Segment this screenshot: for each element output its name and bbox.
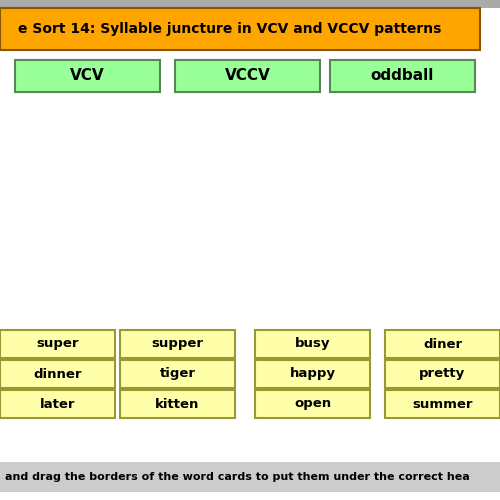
- Bar: [255, 330, 370, 358]
- Bar: [175, 60, 320, 92]
- Bar: [385, 390, 500, 418]
- Bar: [0, 462, 500, 492]
- Text: e Sort 14: Syllable juncture in VCV and VCCV patterns: e Sort 14: Syllable juncture in VCV and …: [18, 22, 442, 36]
- Text: supper: supper: [152, 338, 204, 350]
- Text: VCCV: VCCV: [224, 68, 270, 84]
- Text: pretty: pretty: [420, 368, 466, 380]
- Bar: [0, 360, 115, 388]
- Text: kitten: kitten: [156, 398, 200, 410]
- Text: busy: busy: [295, 338, 330, 350]
- Bar: [120, 360, 235, 388]
- Text: tiger: tiger: [160, 368, 196, 380]
- Text: open: open: [294, 398, 331, 410]
- Bar: [0, 390, 115, 418]
- Text: and drag the borders of the word cards to put them under the correct hea: and drag the borders of the word cards t…: [5, 472, 470, 482]
- Text: happy: happy: [290, 368, 336, 380]
- Bar: [255, 390, 370, 418]
- Bar: [385, 360, 500, 388]
- Bar: [120, 330, 235, 358]
- Text: VCV: VCV: [70, 68, 105, 84]
- Bar: [0, 0, 500, 8]
- Text: summer: summer: [412, 398, 473, 410]
- Text: diner: diner: [423, 338, 462, 350]
- Bar: [330, 60, 475, 92]
- Text: super: super: [36, 338, 79, 350]
- Bar: [255, 360, 370, 388]
- Bar: [0, 330, 115, 358]
- Text: dinner: dinner: [33, 368, 82, 380]
- Bar: [120, 390, 235, 418]
- Text: later: later: [40, 398, 75, 410]
- Bar: [15, 60, 160, 92]
- Text: oddball: oddball: [371, 68, 434, 84]
- Bar: [385, 330, 500, 358]
- Bar: [0, 8, 480, 50]
